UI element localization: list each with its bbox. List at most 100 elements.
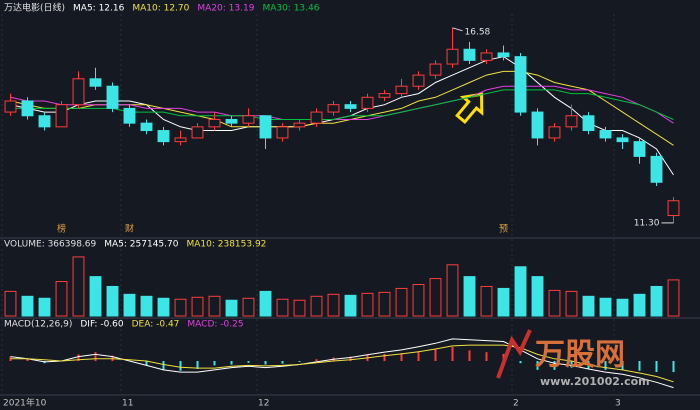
volume-bar: [293, 299, 306, 317]
watermark-logo: [496, 329, 532, 379]
event-marker: 预: [499, 224, 508, 235]
event-marker: 榜: [57, 223, 66, 235]
x-tick-label: 11: [122, 399, 133, 409]
candle-body: [225, 118, 238, 124]
volume-bar: [89, 276, 102, 317]
candle-body: [361, 96, 374, 109]
candle-body: [123, 107, 136, 124]
volume-bar: [276, 298, 289, 317]
macd-line: [10, 344, 674, 383]
candle-body: [106, 85, 119, 109]
volume-bar: [548, 289, 561, 317]
candle-body: [55, 104, 68, 128]
volume-bar: [412, 283, 425, 317]
legend-text: MA30: 13.46: [262, 4, 319, 14]
candle-body: [21, 100, 34, 117]
volume-bar: [242, 297, 255, 317]
volume-bar: [191, 296, 204, 317]
volume-bar: [123, 293, 136, 317]
legend-text: MA5: 257145.70: [104, 240, 178, 250]
legend-text: MA20: 13.19: [197, 4, 254, 14]
x-tick-label: 12: [258, 399, 269, 409]
volume-bar: [21, 295, 34, 317]
volume-bar: [480, 285, 493, 317]
volume-bar: [633, 293, 646, 317]
volume-bar: [208, 295, 221, 317]
x-tick-label: 3: [615, 399, 621, 409]
candle-body: [38, 115, 51, 128]
candle-body: [429, 63, 442, 76]
volume-bar: [38, 297, 51, 317]
legend-text: MACD: -0.25: [187, 320, 243, 330]
volume-bar: [259, 290, 272, 317]
candle-body: [446, 48, 459, 65]
candle-body: [412, 74, 425, 87]
candle-body: [616, 137, 629, 143]
legend-text: DEA: -0.47: [132, 320, 180, 330]
legend-text: 万达电影(日线): [4, 2, 65, 14]
candle-body: [191, 126, 204, 139]
candle-body: [395, 85, 408, 95]
x-tick-label: 2: [513, 399, 519, 409]
candle-body: [344, 104, 357, 109]
volume-bar: [446, 264, 459, 317]
volume-bar: [599, 297, 612, 317]
volume-bar: [667, 279, 680, 317]
volume-bar: [616, 298, 629, 317]
candle-body: [582, 115, 595, 132]
volume-bar: [310, 295, 323, 317]
volume-bar: [157, 297, 170, 317]
candle-body: [378, 93, 391, 98]
volume-bar: [174, 298, 187, 317]
ma-line: [10, 89, 674, 120]
candle-body: [633, 141, 646, 157]
min-label: 11.30: [634, 218, 660, 228]
candle-body: [72, 78, 85, 106]
volume-bar: [72, 256, 85, 317]
volume-bar: [4, 290, 17, 317]
watermark-url: www.201002.com: [540, 375, 650, 388]
volume-bar: [514, 266, 527, 317]
candle-body: [480, 52, 493, 61]
volume-bar: [565, 290, 578, 317]
volume-bar: [361, 292, 374, 317]
volume-bar: [327, 293, 340, 317]
legend-text: MA10: 12.70: [132, 4, 189, 14]
volume-bar: [497, 287, 510, 317]
volume-bar: [395, 287, 408, 317]
candle-body: [310, 111, 323, 124]
ma-line: [10, 85, 674, 124]
watermark-brand: 万股网: [535, 338, 625, 373]
volume-bar: [429, 278, 442, 317]
x-tick-label: 2021年10: [3, 397, 47, 409]
legend-text: VOLUME: 366398.69: [4, 240, 97, 250]
candle-body: [565, 115, 578, 128]
volume-bar: [55, 281, 68, 317]
candle-body: [259, 115, 272, 139]
candle-body: [548, 126, 561, 139]
candle-body: [497, 52, 510, 58]
volume-bar: [463, 276, 476, 317]
candle-body: [174, 137, 187, 143]
legend-text: MACD(12,26,9): [4, 320, 72, 330]
volume-bar: [378, 291, 391, 317]
candle-body: [650, 155, 663, 183]
candle-body: [293, 122, 306, 128]
legend-text: MA5: 12.16: [73, 4, 125, 14]
volume-bar: [344, 294, 357, 317]
candle-body: [242, 115, 255, 124]
candle-body: [89, 78, 102, 87]
volume-bar: [140, 295, 153, 317]
candle-body: [463, 48, 476, 61]
candle-body: [276, 126, 289, 139]
candle-body: [599, 130, 612, 139]
volume-bar: [531, 276, 544, 317]
event-marker: 财: [125, 223, 134, 235]
candle-body: [667, 200, 680, 217]
candle-body: [514, 56, 527, 113]
legend-text: MA10: 238153.92: [186, 240, 266, 250]
candle-body: [208, 118, 221, 128]
